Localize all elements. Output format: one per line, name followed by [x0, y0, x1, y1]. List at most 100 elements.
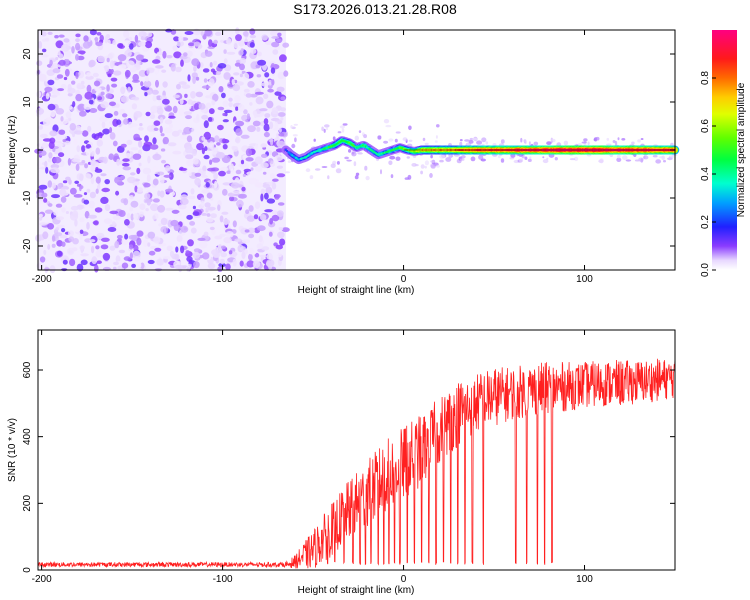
snr-series-line [37, 358, 676, 569]
scatter-blob [294, 137, 297, 143]
noise-blob [40, 133, 48, 139]
noise-blob [178, 35, 184, 43]
scatter-blob [390, 174, 394, 179]
noise-blob [157, 171, 165, 176]
noise-blob [194, 172, 202, 177]
noise-blob [101, 237, 110, 242]
x-tick-label: -100 [213, 574, 233, 585]
noise-blob [100, 91, 105, 96]
noise-blob [65, 118, 70, 124]
noise-blob [276, 132, 280, 139]
noise-blob [73, 194, 83, 198]
noise-blob [282, 42, 290, 48]
noise-blob [227, 133, 233, 141]
noise-blob [185, 250, 190, 254]
noise-blob [278, 227, 284, 231]
noise-blob [223, 49, 227, 54]
spectrogram-x-label: Height of straight line (km) [298, 285, 415, 296]
scatter-blob [663, 160, 666, 163]
noise-blob [216, 142, 221, 146]
noise-blob [156, 258, 164, 266]
noise-blob [192, 158, 199, 165]
noise-blob [255, 64, 261, 69]
noise-blob [47, 203, 53, 207]
x-tick-label: -200 [32, 274, 52, 285]
noise-blob [124, 228, 133, 232]
noise-blob [60, 116, 64, 122]
scatter-blob [478, 154, 484, 160]
noise-blob [188, 42, 195, 47]
noise-blob [62, 138, 67, 143]
noise-blob [45, 92, 50, 100]
noise-blob [228, 97, 233, 102]
noise-blob [178, 81, 187, 85]
noise-blob [249, 42, 255, 48]
noise-blob [38, 73, 47, 82]
noise-blob [261, 34, 269, 41]
noise-blob [72, 101, 76, 108]
noise-blob [177, 129, 183, 133]
noise-blob [159, 190, 165, 198]
noise-blob [131, 263, 137, 268]
scatter-blob [481, 143, 485, 147]
noise-blob [202, 165, 207, 172]
noise-blob [256, 225, 266, 232]
noise-blob [234, 94, 241, 103]
scatter-blob [577, 143, 583, 147]
noise-blob [241, 251, 246, 259]
noise-blob [214, 31, 222, 36]
noise-blob [222, 119, 229, 123]
noise-blob [49, 130, 58, 137]
noise-blob [95, 147, 101, 155]
noise-blob [201, 189, 210, 194]
noise-blob [190, 188, 195, 195]
noise-blob [138, 69, 147, 77]
noise-blob [134, 256, 141, 262]
noise-blob [220, 252, 227, 258]
noise-blob [83, 35, 89, 42]
noise-blob [50, 167, 60, 174]
noise-blob [189, 221, 196, 226]
noise-blob [271, 36, 280, 39]
noise-blob [51, 194, 60, 199]
noise-blob [274, 194, 280, 200]
noise-blob [217, 63, 227, 69]
noise-blob [208, 39, 213, 47]
noise-blob [204, 202, 211, 208]
noise-blob [127, 121, 134, 129]
noise-blob [150, 203, 159, 212]
scatter-blob [313, 138, 316, 142]
noise-blob [42, 48, 47, 53]
noise-blob [113, 70, 122, 76]
noise-blob [222, 182, 231, 186]
noise-blob [104, 65, 110, 72]
noise-blob [204, 29, 213, 37]
noise-blob [231, 190, 241, 194]
noise-blob [277, 253, 282, 258]
noise-blob [139, 123, 143, 127]
y-tick-label: -10 [22, 190, 33, 205]
noise-blob [139, 211, 145, 218]
scatter-blob [420, 170, 423, 175]
noise-blob [47, 103, 56, 111]
noise-blob [58, 129, 66, 135]
noise-blob [65, 176, 71, 181]
noise-blob [200, 200, 205, 207]
noise-blob [108, 153, 115, 160]
noise-blob [242, 173, 246, 177]
noise-blob [96, 232, 105, 240]
noise-blob [97, 96, 103, 101]
noise-blob [84, 203, 89, 209]
noise-blob [75, 93, 83, 102]
noise-blob [152, 153, 162, 161]
noise-blob [186, 135, 193, 143]
noise-blob [239, 63, 245, 71]
noise-blob [88, 61, 94, 68]
noise-blob [223, 58, 228, 64]
noise-blob [255, 96, 264, 105]
noise-blob [261, 82, 269, 87]
noise-blob [201, 174, 208, 178]
noise-blob [245, 148, 252, 157]
scatter-blob [326, 127, 328, 131]
